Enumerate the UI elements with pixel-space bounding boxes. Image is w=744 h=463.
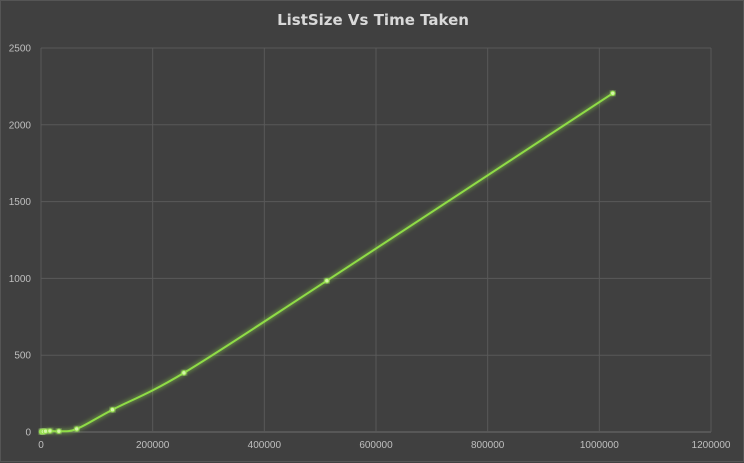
y-axis-tick-labels: 0 500 1000 1500 2000 2500 — [9, 44, 32, 439]
y-tick-label: 500 — [14, 351, 31, 362]
data-point — [42, 428, 49, 434]
x-tick-label: 600000 — [359, 440, 393, 451]
x-tick-label: 200000 — [136, 440, 170, 451]
y-tick-label: 1500 — [9, 197, 32, 208]
x-tick-label: 400000 — [248, 440, 282, 451]
chart-title: ListSize Vs Time Taken — [277, 11, 469, 29]
x-tick-label: 800000 — [471, 440, 505, 451]
data-point — [56, 428, 62, 434]
x-axis-tick-labels: 0 200000 400000 600000 800000 1000000 1200000 — [38, 440, 731, 451]
y-tick-label: 1000 — [9, 274, 32, 285]
data-point — [181, 370, 187, 376]
y-tick-label: 2500 — [9, 44, 32, 55]
data-point — [324, 278, 330, 284]
x-tick-label: 1200000 — [692, 440, 731, 451]
data-point — [74, 426, 80, 432]
x-tick-label: 0 — [38, 440, 44, 451]
gridlines — [40, 47, 712, 433]
y-tick-label: 0 — [25, 428, 31, 439]
series-line — [41, 92, 614, 433]
x-tick-label: 1000000 — [580, 440, 619, 451]
data-point — [47, 428, 53, 434]
data-point — [610, 90, 616, 97]
data-series — [38, 90, 616, 435]
data-point — [109, 407, 116, 413]
y-tick-label: 2000 — [9, 120, 32, 131]
